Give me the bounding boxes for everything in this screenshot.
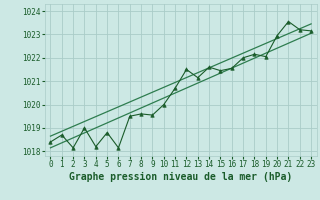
X-axis label: Graphe pression niveau de la mer (hPa): Graphe pression niveau de la mer (hPa) (69, 172, 292, 182)
